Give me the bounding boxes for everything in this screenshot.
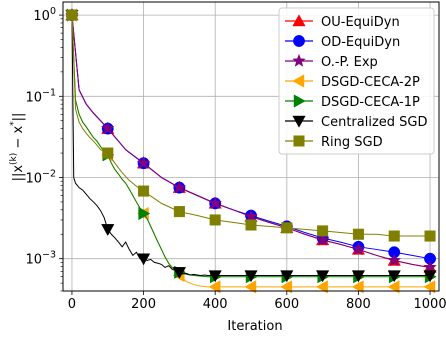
legend-entry: DSGD-CECA-2P	[285, 74, 420, 90]
y-tick-exponent: −2	[42, 168, 56, 179]
data-point	[315, 232, 330, 246]
legend-marker	[293, 135, 305, 147]
legend-entry: OD-EquiDyn	[285, 35, 400, 50]
data-point	[209, 214, 221, 226]
series-centralized-sgd	[65, 9, 437, 283]
data-point	[351, 280, 364, 294]
data-point	[387, 270, 401, 283]
ylabel-superscript-k: (k)	[9, 153, 19, 165]
series-ring-sgd	[66, 9, 436, 242]
y-tick-label: 100	[33, 6, 56, 24]
data-point	[173, 206, 185, 218]
x-tick-label: 400	[203, 297, 228, 312]
data-point	[315, 270, 330, 283]
data-point	[423, 270, 437, 283]
legend-entry: O.-P. Exp	[285, 53, 378, 70]
legend-marker	[292, 53, 306, 67]
x-tick-label: 200	[131, 297, 156, 312]
y-tick-label: 10−1	[25, 87, 56, 105]
y-tick-exponent: −3	[42, 250, 56, 261]
data-point	[315, 280, 328, 294]
y-axis-label: ||x(k) − x*||	[9, 113, 26, 182]
legend-label: Centralized SGD	[321, 115, 428, 130]
legend-entry: DSGD-CECA-1P	[285, 94, 420, 110]
ylabel-minus-x: − x	[11, 126, 26, 153]
data-point	[102, 147, 114, 159]
data-point	[317, 225, 329, 237]
plot-frame	[62, 1, 440, 292]
x-axis-label: Iteration	[227, 319, 282, 334]
legend-entry: Ring SGD	[285, 135, 383, 150]
data-point	[244, 270, 258, 283]
series-layer	[65, 7, 437, 294]
data-point	[136, 155, 151, 170]
series-line	[71, 15, 431, 237]
legend-label: DSGD-CECA-2P	[321, 75, 420, 90]
data-point	[423, 280, 436, 294]
legend-marker	[292, 74, 305, 88]
data-point	[351, 242, 366, 256]
legend-label: DSGD-CECA-1P	[321, 95, 420, 110]
data-point	[101, 224, 115, 237]
data-point	[245, 219, 257, 231]
data-point	[352, 228, 364, 240]
data-point	[281, 222, 293, 234]
legend: OU-EquiDyn OD-EquiDyn O.-P. Exp DSGD-CECA-2…	[278, 7, 435, 155]
x-tick-label: 0	[68, 297, 76, 312]
y-tick-exponent: −1	[42, 87, 56, 98]
data-point	[244, 209, 258, 223]
data-point	[424, 230, 436, 242]
legend-entry: OU-EquiDyn	[285, 14, 400, 30]
series-line	[71, 15, 431, 277]
data-point	[423, 260, 437, 274]
data-point	[172, 180, 187, 194]
data-point	[280, 280, 293, 294]
data-point	[387, 253, 402, 267]
data-point	[138, 185, 150, 197]
data-point	[387, 280, 400, 294]
legend-marker	[293, 35, 305, 47]
x-axis: 0 200 400 600 800 1000	[68, 291, 446, 312]
y-tick-label: 10−2	[25, 168, 56, 186]
y-tick-label: 10−3	[25, 250, 56, 268]
x-tick-label: 1000	[414, 297, 446, 312]
data-point	[66, 9, 78, 21]
series-line	[71, 15, 431, 268]
legend-marker	[292, 14, 306, 27]
y-tick-exponent: 0	[50, 6, 56, 17]
legend-marker	[292, 115, 306, 128]
legend-label: OD-EquiDyn	[321, 35, 400, 50]
legend-label: O.-P. Exp	[321, 55, 378, 70]
legend-box	[278, 7, 435, 155]
data-point	[208, 196, 223, 210]
ylabel-norm-open: ||x	[11, 165, 26, 182]
y-tick-base: 10	[25, 90, 42, 105]
x-tick-label: 600	[274, 297, 299, 312]
data-point	[280, 270, 294, 283]
data-point	[351, 270, 366, 283]
data-point	[208, 270, 222, 283]
ylabel-superscript-star: *	[9, 121, 19, 126]
legend-label: Ring SGD	[321, 135, 383, 150]
legend-entry: Centralized SGD	[285, 115, 428, 130]
ylabel-norm-close: ||	[11, 113, 26, 122]
data-point	[388, 230, 400, 242]
y-tick-base: 10	[33, 9, 50, 24]
x-tick-label: 800	[346, 297, 371, 312]
data-point	[208, 280, 221, 294]
data-point	[136, 253, 151, 266]
data-point	[100, 121, 115, 135]
data-point	[244, 280, 257, 294]
y-tick-base: 10	[25, 171, 42, 186]
data-point	[172, 267, 187, 280]
data-point	[138, 206, 151, 221]
y-tick-base: 10	[25, 253, 42, 268]
legend-label: OU-EquiDyn	[321, 15, 400, 30]
legend-marker	[293, 94, 306, 108]
